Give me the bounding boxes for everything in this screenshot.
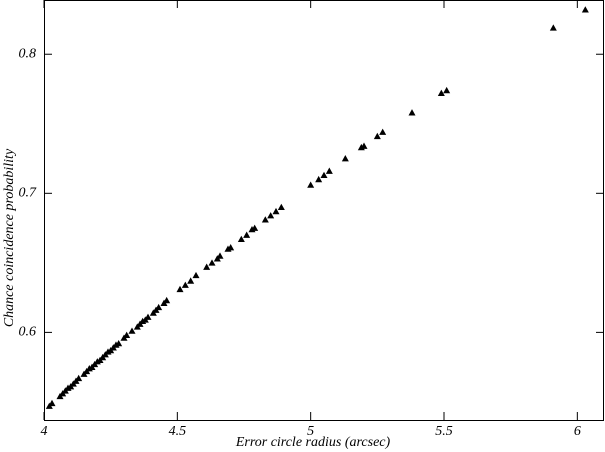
data-point [581,6,589,13]
x-tick-label: 5.5 [435,424,453,439]
data-point [341,155,349,162]
data-point [123,331,131,338]
data-point [251,224,259,231]
data-point [379,128,387,135]
data-point [373,132,381,140]
plot-frame [44,0,604,421]
data-point [267,212,275,219]
y-tick-label: 0.8 [19,46,37,61]
x-tick-label: 6 [574,424,581,439]
data-point [163,296,171,304]
data-point [408,109,416,116]
data-point [272,207,280,215]
data-point [360,142,368,149]
data-point [144,313,152,320]
data-point [227,244,235,251]
data-point [187,277,195,284]
y-tick-label: 0.7 [19,186,38,201]
data-point [176,285,184,293]
y-axis-label: Chance coincidence probability [2,148,17,327]
data-point [261,216,269,223]
data-point [320,171,328,179]
data-point [277,203,285,211]
data-point [307,181,315,188]
data-point [75,374,83,382]
data-point [155,303,163,311]
data-point [115,340,123,347]
x-axis-label: Error circle radius (arcsec) [235,435,391,450]
data-point [437,89,445,96]
data-point [128,327,136,334]
data-point [216,252,224,259]
data-point [243,231,251,238]
data-point [48,399,56,407]
x-tick-label: 5 [307,424,314,439]
x-tick-label: 4 [41,424,48,439]
data-point [325,167,333,174]
y-tick-label: 0.6 [19,325,37,340]
data-point [237,235,245,243]
data-point [443,86,451,94]
data-point [549,24,557,31]
x-tick-label: 4.5 [169,424,187,439]
data-point [181,281,189,288]
data-point [315,175,323,183]
data-point [203,263,211,270]
data-point [192,271,200,279]
data-point [208,259,216,266]
